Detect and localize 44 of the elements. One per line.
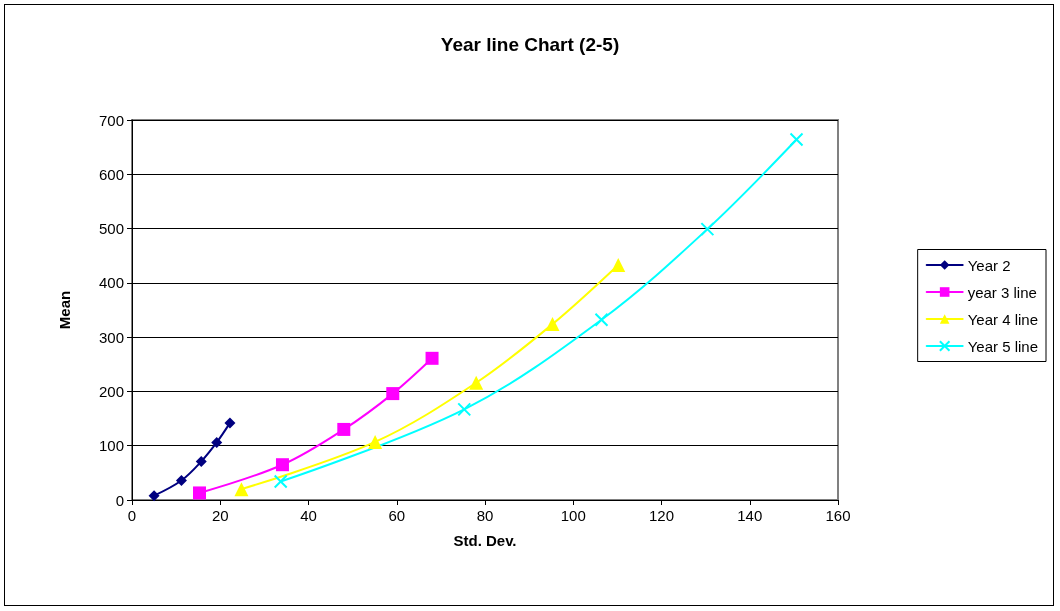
legend-label: Year 4 line [967, 310, 1039, 328]
point [175, 474, 187, 486]
legend-label: Year 5 line [967, 337, 1039, 355]
point [789, 132, 804, 147]
x-tick-label: 120 [648, 507, 675, 524]
point [611, 257, 626, 272]
legend-label: Year 2 [967, 256, 1011, 274]
y-tick-label: 100 [98, 437, 124, 455]
point [275, 458, 289, 472]
y-tick-label: 300 [98, 328, 124, 346]
point [273, 474, 288, 489]
x-tick-label: 40 [300, 507, 317, 524]
point [148, 490, 160, 502]
y-tick-label: 400 [98, 274, 124, 292]
point [386, 387, 400, 401]
x-tick-label: 0 [127, 507, 137, 524]
y-tick-label: 0 [115, 491, 124, 509]
point [700, 222, 715, 237]
y-tick-label: 200 [98, 382, 124, 400]
point [211, 436, 223, 448]
point [469, 375, 484, 390]
x-tick-label: 140 [737, 507, 763, 524]
point [368, 434, 383, 449]
point [594, 312, 609, 327]
chart-title: Year line Chart (2-5) [440, 34, 620, 55]
y-tick-label: 700 [98, 111, 124, 129]
x-tick-label: 20 [211, 507, 229, 524]
x-tick-label: 160 [825, 507, 851, 524]
x-tick-label: 100 [560, 507, 586, 524]
y-axis-title: Mean [56, 290, 73, 330]
x-tick-label: 60 [388, 507, 406, 524]
point [545, 317, 560, 332]
y-tick-label: 500 [98, 220, 124, 238]
point [234, 482, 249, 497]
y-tick-label: 600 [98, 165, 124, 183]
point [425, 351, 439, 365]
x-tick-label: 80 [476, 507, 494, 524]
point [224, 417, 236, 429]
point [195, 455, 207, 467]
x-axis-title: Std. Dev. [453, 532, 517, 549]
legend-label: year 3 line [967, 283, 1037, 301]
point [337, 422, 351, 436]
point [193, 486, 207, 500]
point [457, 402, 472, 417]
